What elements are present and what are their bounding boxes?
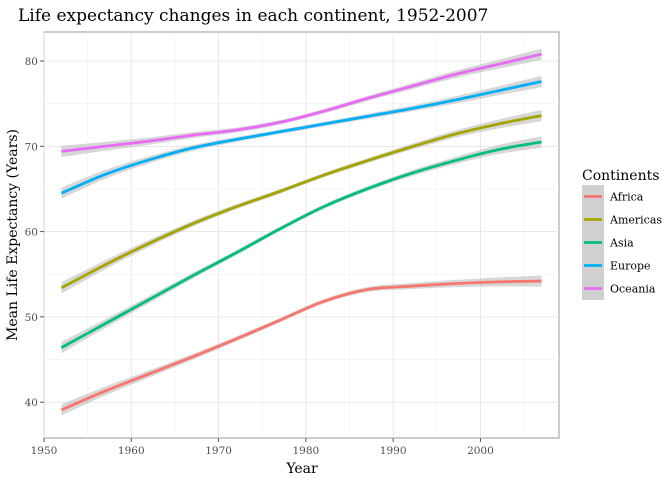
y-tick-label: 80: [25, 56, 38, 68]
legend-label-americas: Americas: [609, 214, 662, 227]
series-line-americas: [60, 114, 542, 290]
series-line-oceania: [61, 52, 542, 153]
x-tick-label: 1980: [292, 445, 319, 457]
legend-label-europe: Europe: [610, 260, 651, 273]
series-line-europe: [60, 80, 542, 195]
legend-label-asia: Asia: [609, 237, 634, 250]
y-tick-label: 50: [25, 312, 38, 324]
series-line-asia: [60, 140, 542, 349]
x-tick-label: 2000: [467, 445, 494, 457]
y-axis-label: Mean Life Expectancy (Years): [5, 129, 21, 341]
x-tick-label: 1990: [380, 445, 407, 457]
x-tick-label: 1970: [205, 445, 232, 457]
x-axis-label: Year: [285, 461, 318, 477]
axes: 1950 1960 1970 1980 1990 2000 40 50 60 70 80: [25, 56, 494, 457]
x-tick-label: 1950: [31, 445, 58, 457]
y-tick-label: 60: [25, 227, 38, 239]
chart-title: Life expectancy changes in each continen…: [18, 6, 488, 26]
series-line-africa: [60, 279, 542, 412]
series-lines: [60, 52, 542, 412]
grid-lines: [43, 32, 559, 438]
legend: Continents Africa Americas Asia Europe Ocean…: [582, 168, 662, 300]
confidence-band-americas: [61, 109, 542, 294]
y-tick-label: 40: [25, 397, 38, 409]
x-tick-label: 1960: [118, 445, 145, 457]
legend-label-africa: Africa: [609, 191, 644, 204]
legend-label-oceania: Oceania: [610, 283, 656, 296]
y-tick-label: 70: [25, 141, 38, 153]
legend-title: Continents: [582, 168, 659, 184]
